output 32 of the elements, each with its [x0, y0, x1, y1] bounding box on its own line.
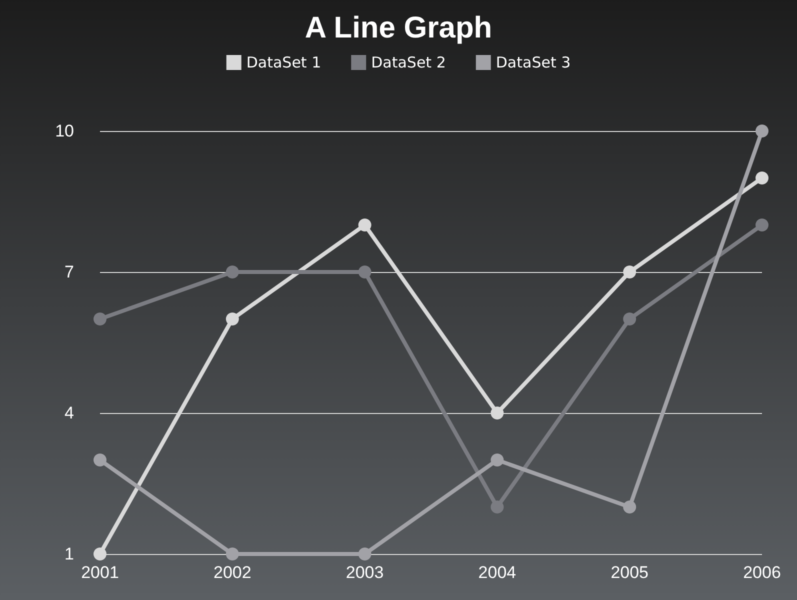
x-tick-label: 2003: [346, 563, 384, 582]
point: [756, 172, 768, 184]
point: [358, 266, 372, 278]
legend-label: DataSet 1: [246, 54, 322, 72]
y-tick-label: 7: [64, 262, 74, 282]
point: [358, 218, 372, 232]
x-tick-label: 2001: [81, 563, 119, 582]
point: [358, 548, 372, 560]
legend-label: DataSet 3: [496, 54, 571, 72]
point: [226, 312, 239, 326]
x-tick-label: 2004: [478, 563, 516, 582]
chart-title: A Line Graph: [304, 12, 492, 44]
x-tick-label: 2002: [213, 563, 252, 582]
y-tick-label: 10: [55, 122, 74, 140]
point: [623, 312, 636, 326]
point: [226, 266, 239, 278]
point: [623, 266, 636, 278]
x-tick-label: 2006: [743, 563, 781, 582]
point: [623, 500, 636, 514]
legend-label: DataSet 2: [371, 54, 446, 72]
point: [490, 500, 504, 514]
point: [94, 454, 106, 466]
point: [94, 548, 106, 560]
x-tick-label: 2005: [610, 563, 649, 582]
point: [756, 124, 768, 138]
y-tick-label: 1: [64, 544, 74, 564]
point: [490, 454, 504, 466]
point: [226, 548, 239, 560]
point: [756, 218, 768, 232]
point: [490, 406, 504, 420]
point: [94, 312, 106, 326]
y-tick-label: 4: [64, 404, 74, 422]
